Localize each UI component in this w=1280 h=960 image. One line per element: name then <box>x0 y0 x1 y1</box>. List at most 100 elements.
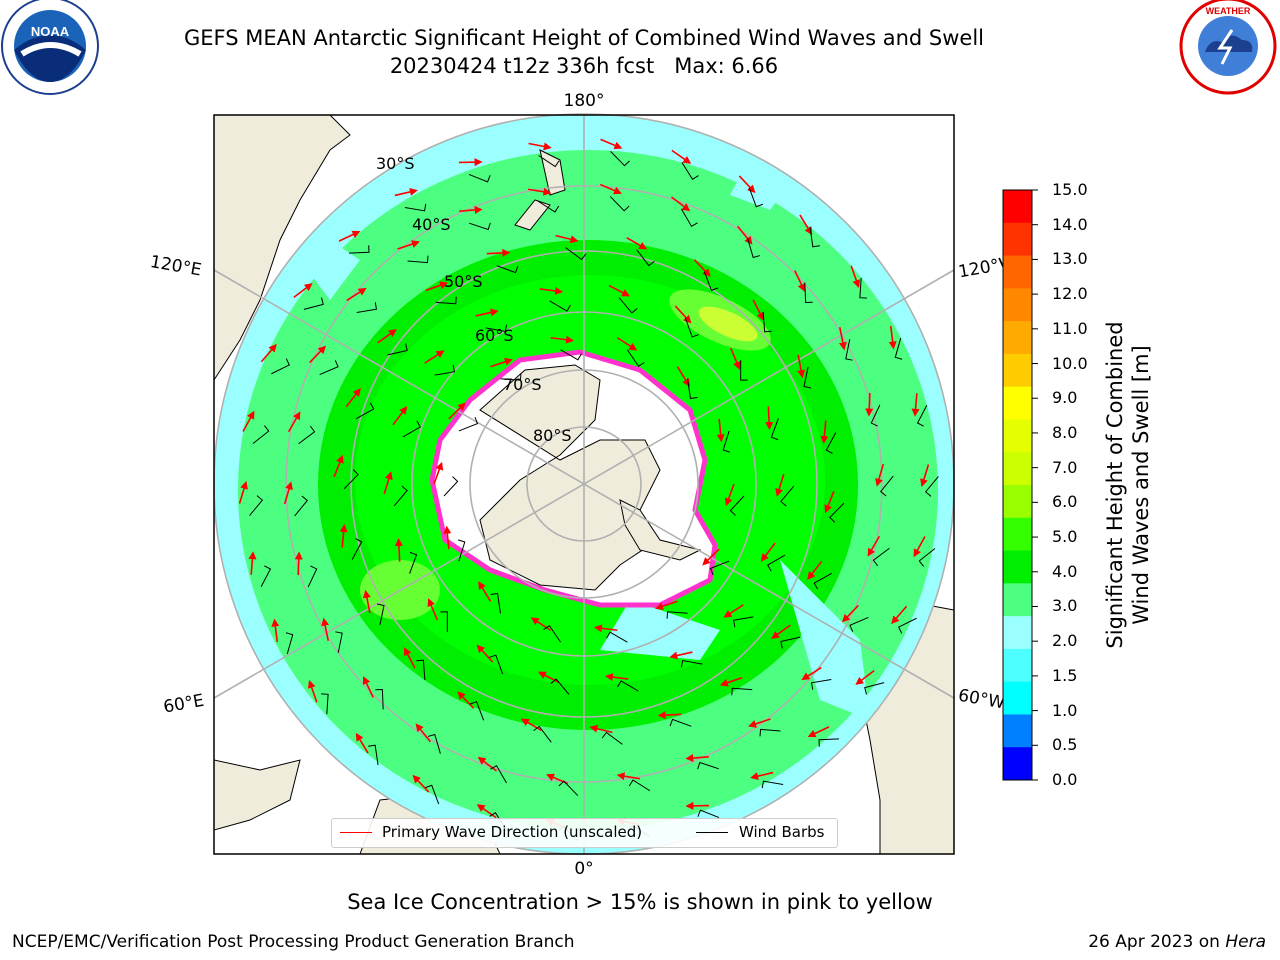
wind-barb <box>747 238 761 259</box>
wind-barb <box>377 603 385 626</box>
wind-barb <box>550 678 570 695</box>
wind-barb <box>435 296 457 305</box>
wind-barb <box>681 162 699 180</box>
colorbar-title-line1: Significant Height of Combined <box>1103 321 1127 648</box>
wind-barb <box>402 420 421 438</box>
legend-primary-wave-swatch <box>340 832 372 833</box>
colorbar-tick-label: 1.0 <box>1052 700 1078 720</box>
wave-arrow <box>670 196 691 212</box>
lat-label-80s: 80°S <box>533 426 572 445</box>
wave-arrow <box>477 756 498 772</box>
wave-arrow <box>838 327 847 351</box>
wind-barb <box>697 761 719 770</box>
wave-arrow <box>724 483 735 507</box>
colorbar-swatch <box>1003 616 1032 650</box>
wave-arrow <box>750 771 774 780</box>
colorbar-swatch <box>1003 648 1032 683</box>
wind-barb <box>252 425 270 444</box>
wind-barb <box>681 208 698 228</box>
wave-arrow <box>260 343 277 363</box>
colorbar-swatch <box>1003 255 1032 289</box>
wave-arrow <box>626 236 648 250</box>
wind-barb <box>457 539 466 562</box>
wave-arrow <box>475 308 499 317</box>
wind-barb <box>558 780 579 796</box>
legend-wind-barbs-swatch <box>696 832 728 833</box>
wind-barb <box>804 282 813 304</box>
wave-arrow <box>527 187 552 196</box>
colorbar-swatch <box>1003 222 1032 257</box>
wave-arrow <box>702 548 720 566</box>
wind-barb <box>469 700 485 721</box>
wave-arrow <box>457 691 475 709</box>
wave-arrow <box>865 392 874 417</box>
wind-barb <box>500 373 522 381</box>
wind-barb <box>803 366 811 389</box>
colorbar-tick-label: 1.5 <box>1052 665 1078 685</box>
wind-barb <box>880 475 894 497</box>
wave-arrow <box>820 420 829 445</box>
wind-barb <box>849 616 869 632</box>
wave-arrow <box>850 265 861 289</box>
wave-arrow <box>486 248 511 257</box>
wave-arrow <box>855 670 875 685</box>
wave-arrow <box>736 225 753 245</box>
wave-arrow <box>719 676 743 687</box>
wind-barb <box>271 358 290 375</box>
wave-arrow <box>345 388 361 408</box>
wave-arrow <box>608 284 631 297</box>
colorbar-swatch <box>1003 517 1032 552</box>
wind-barb <box>845 339 853 361</box>
colorbar-tick-label: 0.5 <box>1052 735 1078 755</box>
wave-arrow <box>760 542 776 562</box>
wind-barb <box>610 151 630 167</box>
colorbar <box>1002 189 1038 781</box>
wave-arrow <box>530 617 552 631</box>
wave-arrow <box>338 230 361 242</box>
wave-arrow <box>392 406 408 426</box>
wind-barb <box>813 572 832 590</box>
lat-label-30s: 30°S <box>376 154 415 173</box>
wave-arrow <box>476 804 497 819</box>
wave-arrow <box>807 560 823 580</box>
wind-barb <box>469 222 491 231</box>
wind-barb <box>666 611 688 619</box>
wave-arrow <box>362 589 371 614</box>
wave-arrow <box>339 523 348 548</box>
primary-wave-arrows <box>238 138 930 830</box>
wave-arrow <box>412 774 430 793</box>
wave-arrow <box>424 350 445 364</box>
wave-arrow <box>397 240 420 250</box>
colorbar-tick-label: 10.0 <box>1052 353 1088 373</box>
wave-arrow <box>294 551 303 576</box>
colorbar-swatch <box>1003 321 1032 355</box>
wind-barb <box>924 476 939 497</box>
legend-primary-wave-label: Primary Wave Direction (unscaled) <box>382 823 643 841</box>
wave-arrow <box>801 666 822 681</box>
wave-arrow <box>920 464 930 488</box>
wave-arrow <box>752 299 764 321</box>
wave-arrow <box>293 283 313 298</box>
wind-barb <box>560 349 582 361</box>
wind-barb <box>864 682 885 695</box>
wave-arrow <box>394 188 418 197</box>
colorbar-swatch <box>1003 681 1032 715</box>
wind-barb <box>407 255 429 264</box>
wind-barb <box>375 688 384 710</box>
wind-barb <box>810 679 832 690</box>
wind-barb <box>485 324 508 333</box>
wave-arrow <box>321 617 330 641</box>
wind-barb <box>628 779 651 792</box>
wave-arrow <box>600 138 623 150</box>
wave-arrow <box>716 418 725 443</box>
wave-arrow <box>355 732 369 754</box>
wave-arrow <box>674 305 692 324</box>
wind-barb <box>404 203 427 212</box>
wind-barb <box>731 687 753 696</box>
wave-arrow <box>490 357 513 368</box>
colorbar-tick-label: 13.0 <box>1052 249 1088 269</box>
colorbar-tick-label: 5.0 <box>1052 527 1078 547</box>
wind-barb <box>294 495 308 517</box>
wave-arrow <box>616 772 641 781</box>
wave-arrow <box>738 175 756 194</box>
